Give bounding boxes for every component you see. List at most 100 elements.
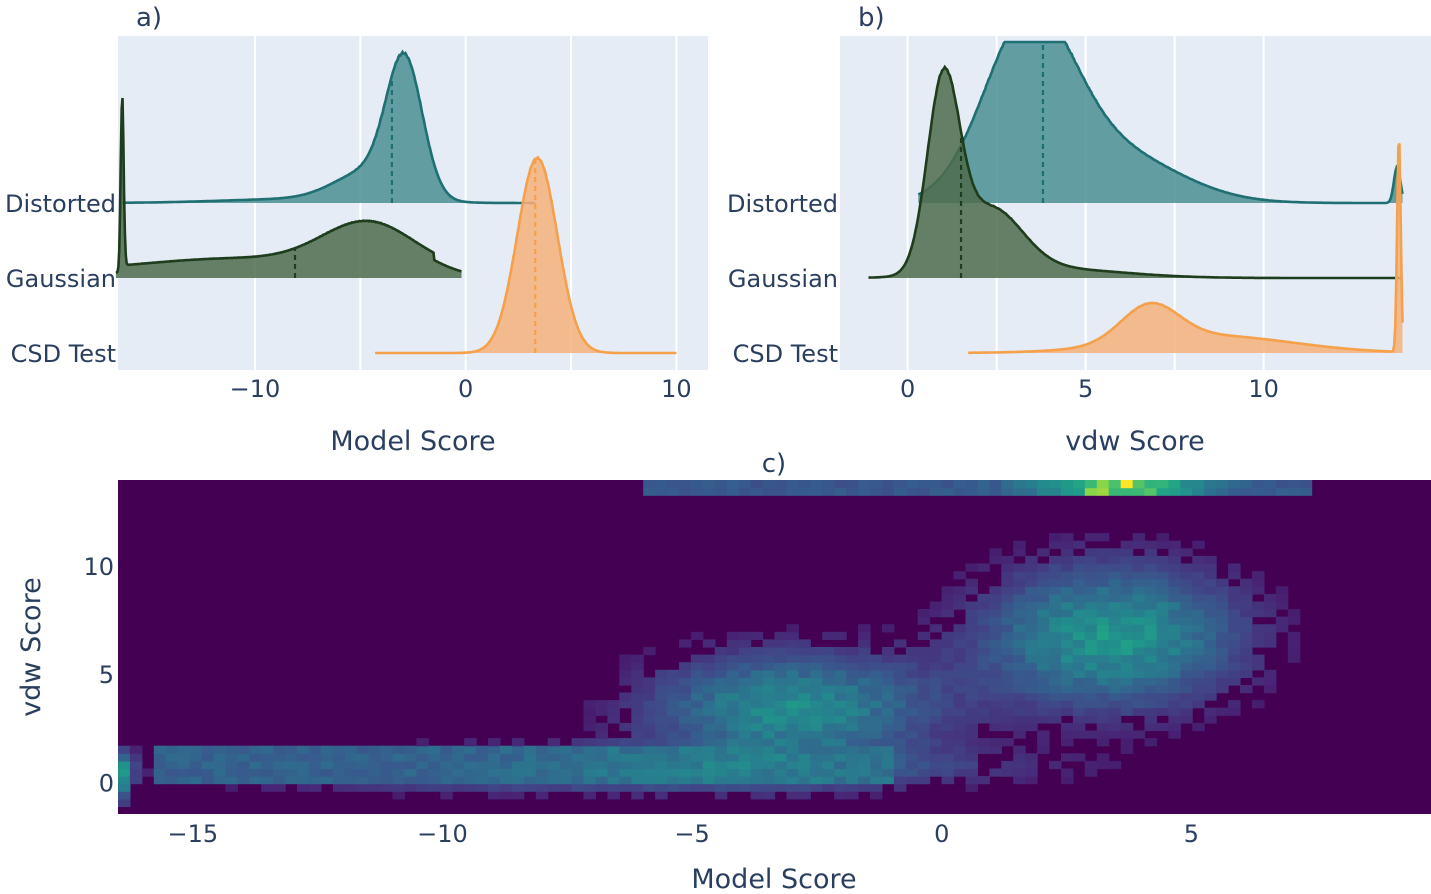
heatmap-cell bbox=[1001, 654, 1014, 663]
heatmap-cell bbox=[428, 745, 441, 754]
heatmap-cell bbox=[870, 487, 883, 496]
heatmap-cell bbox=[726, 654, 740, 663]
heatmap-cell bbox=[965, 677, 978, 686]
heatmap-cell bbox=[500, 760, 513, 770]
heatmap-cell bbox=[858, 738, 871, 747]
heatmap-cell bbox=[965, 707, 978, 716]
heatmap-cell bbox=[750, 707, 764, 716]
heatmap-cell bbox=[679, 480, 692, 489]
heatmap-cell bbox=[476, 760, 489, 770]
heatmap-cell bbox=[977, 707, 990, 716]
heatmap-cell bbox=[368, 760, 382, 770]
heatmap-cell bbox=[881, 776, 895, 785]
heatmap-cell bbox=[905, 692, 919, 701]
heatmap-cell bbox=[989, 707, 1002, 716]
heatmap-cell bbox=[1061, 692, 1074, 701]
heatmap-cell bbox=[1061, 776, 1074, 785]
panel-a-x-axis-title: Model Score bbox=[330, 426, 495, 457]
heatmap-cell bbox=[1240, 624, 1253, 633]
heatmap-cell bbox=[905, 776, 919, 785]
heatmap-cell bbox=[786, 760, 799, 770]
heatmap-cell bbox=[690, 753, 704, 762]
heatmap-cell bbox=[1132, 480, 1146, 489]
heatmap-cell bbox=[774, 487, 787, 496]
heatmap-cell bbox=[690, 715, 704, 724]
heatmap-cell bbox=[786, 639, 799, 648]
heatmap-cell bbox=[380, 753, 394, 762]
heatmap-cell bbox=[858, 677, 871, 686]
heatmap-cell bbox=[786, 692, 799, 701]
heatmap-cell bbox=[1108, 480, 1122, 489]
heatmap-cell bbox=[129, 768, 143, 777]
heatmap-cell bbox=[726, 692, 740, 701]
heatmap-cell bbox=[1263, 601, 1277, 610]
heatmap-cell bbox=[500, 783, 513, 792]
heatmap-cell bbox=[738, 745, 752, 754]
heatmap-cell bbox=[452, 760, 465, 770]
heatmap-cell bbox=[583, 700, 596, 709]
x-tick-label: −10 bbox=[417, 820, 468, 848]
heatmap-cell bbox=[881, 768, 895, 777]
heatmap-cell bbox=[1037, 609, 1050, 618]
heatmap-cell bbox=[810, 760, 823, 770]
heatmap-cell bbox=[870, 480, 883, 489]
heatmap-cell bbox=[1240, 631, 1253, 640]
heatmap-cell bbox=[571, 745, 585, 754]
heatmap-cell bbox=[965, 685, 978, 694]
heatmap-cell bbox=[905, 677, 919, 686]
heatmap-cell bbox=[1049, 677, 1062, 686]
heatmap-cell bbox=[1084, 480, 1098, 489]
heatmap-cell bbox=[738, 647, 752, 656]
heatmap-cell bbox=[822, 707, 835, 716]
heatmap-cell bbox=[917, 753, 931, 762]
heatmap-cell bbox=[1072, 563, 1086, 572]
heatmap-cell bbox=[464, 738, 477, 747]
heatmap-cell bbox=[1096, 715, 1110, 724]
heatmap-cell bbox=[1263, 593, 1277, 603]
heatmap-cell bbox=[1156, 677, 1169, 686]
heatmap-cell bbox=[750, 700, 764, 709]
heatmap-cell bbox=[1061, 631, 1074, 640]
heatmap-cell bbox=[905, 768, 919, 777]
heatmap-cell bbox=[941, 639, 955, 648]
heatmap-cell bbox=[1144, 631, 1157, 640]
heatmap-cell bbox=[1180, 480, 1193, 489]
heatmap-cell bbox=[643, 753, 656, 762]
heatmap-cell bbox=[989, 692, 1002, 701]
heatmap-cell bbox=[989, 548, 1002, 557]
heatmap-cell bbox=[1096, 480, 1110, 489]
category-label: Distorted bbox=[727, 190, 838, 218]
heatmap-cell bbox=[834, 631, 847, 640]
category-label: CSD Test bbox=[11, 340, 116, 368]
heatmap-cell bbox=[631, 791, 644, 800]
heatmap-cell bbox=[738, 783, 752, 792]
heatmap-cell bbox=[1108, 760, 1122, 770]
heatmap-cell bbox=[738, 692, 752, 701]
heatmap-cell bbox=[989, 722, 1002, 732]
heatmap-cell bbox=[1084, 707, 1098, 716]
heatmap-cell bbox=[1144, 601, 1157, 610]
heatmap-cell bbox=[1049, 601, 1062, 610]
heatmap-cell bbox=[846, 647, 859, 656]
heatmap-cell bbox=[858, 692, 871, 701]
heatmap-cell bbox=[714, 753, 728, 762]
heatmap-cell bbox=[929, 753, 943, 762]
heatmap-cell bbox=[846, 715, 859, 724]
heatmap-cell bbox=[1192, 654, 1205, 663]
heatmap-cell bbox=[273, 776, 286, 785]
heatmap-cell bbox=[655, 776, 668, 785]
ridge-line-csd-test bbox=[968, 143, 1404, 355]
heatmap-cell bbox=[798, 783, 811, 792]
heatmap-cell bbox=[1144, 707, 1157, 716]
heatmap-cell bbox=[870, 662, 883, 671]
heatmap-cell bbox=[1132, 593, 1146, 603]
heatmap-cell bbox=[1025, 624, 1038, 633]
heatmap-cell bbox=[798, 738, 811, 747]
heatmap-cell bbox=[870, 738, 883, 747]
heatmap-cell bbox=[655, 791, 668, 800]
heatmap-cell bbox=[1144, 616, 1157, 625]
heatmap-cell bbox=[1072, 555, 1086, 565]
y-tick-label: 5 bbox=[99, 661, 114, 689]
heatmap-cell bbox=[1025, 753, 1038, 762]
heatmap-cell bbox=[726, 662, 740, 671]
